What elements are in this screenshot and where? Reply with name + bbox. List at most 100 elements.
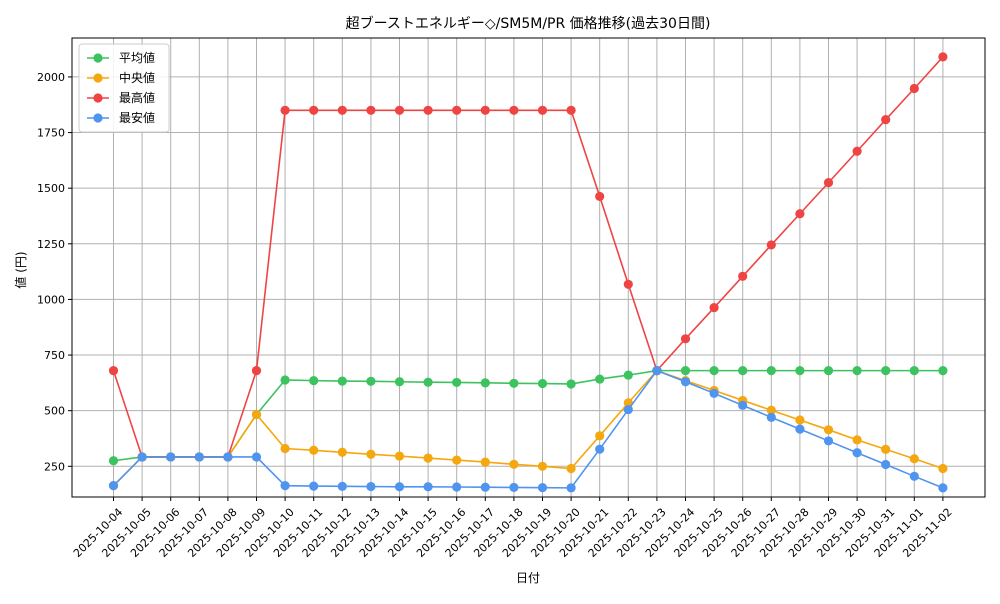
data-point [537,378,548,389]
legend-label: 中央値 [119,70,155,85]
plot-frame [71,37,986,498]
data-point [423,453,433,463]
data-point [394,451,405,461]
data-point [766,366,776,376]
series-line [112,369,944,489]
data-point [423,105,433,115]
data-point [280,105,290,115]
data-point [309,105,319,115]
data-point [938,483,948,493]
data-point [366,449,376,459]
data-point [423,377,433,387]
legend-label: 最高値 [119,90,155,105]
data-point [108,456,119,466]
data-point [738,271,748,281]
data-point [680,334,691,344]
data-point [309,445,319,455]
y-tick-label: 1000 [37,293,65,306]
legend-box [78,43,170,133]
y-axis-ticks: 250 500 750 1000 1250 1500 1750 2000 [37,71,72,473]
data-point [280,443,290,454]
data-point [795,415,805,425]
grid-lines [72,38,985,497]
data-point [595,444,605,454]
data-point [166,452,176,462]
data-point [881,459,891,470]
data-point [795,209,805,219]
data-point [909,83,919,94]
data-point [909,454,919,464]
x-axis-label: 日付 [516,571,540,585]
data-point [595,431,605,441]
data-point [709,366,719,376]
data-point [366,376,376,386]
y-tick-label: 500 [44,405,65,418]
data-point [938,463,948,474]
data-point [480,482,490,492]
data-point [509,459,519,469]
y-tick-label: 1250 [37,238,65,251]
data-point [452,105,462,115]
data-point [423,482,433,492]
series-line [112,369,944,487]
data-point [738,366,748,376]
data-point [309,376,319,386]
x-axis-ticks: 2025-10-042025-10-052025-10-062025-10-07… [71,497,955,560]
legend-label: 平均値 [119,50,155,65]
data-point [623,279,633,289]
y-tick-label: 1500 [37,182,65,195]
y-tick-label: 2000 [37,71,65,84]
legend-marker [93,53,103,63]
legend-marker [93,113,103,123]
data-point [595,374,605,384]
data-point [852,435,862,445]
data-point [509,105,519,115]
y-tick-label: 250 [44,460,65,473]
data-point [452,377,462,388]
chart-title: 超ブーストエネルギー◇/SM5M/PR 価格推移(過去30日間) [346,15,711,32]
data-point [566,483,576,493]
data-point [537,105,548,115]
data-point [852,448,862,458]
data-point [623,370,633,380]
data-point [680,366,691,376]
data-point [394,105,405,115]
data-point [709,303,719,313]
data-point [509,482,519,493]
legend-label: 最安値 [119,110,155,125]
data-point [881,115,891,125]
data-point [795,424,805,434]
data-point [337,481,347,491]
legend-marker [93,73,103,83]
data-point [337,447,347,457]
data-point [251,409,262,420]
data-point [280,481,290,491]
data-point [509,378,519,388]
data-point [194,452,204,462]
series-group [108,52,948,493]
data-point [337,105,347,115]
data-point [251,452,262,462]
data-point [566,463,576,474]
data-point [280,375,290,385]
data-point [223,452,233,462]
data-point [795,366,805,376]
data-point [709,388,719,398]
data-point [823,425,834,435]
data-point [366,105,376,115]
series-line [112,56,944,458]
data-point [909,366,919,376]
data-point [337,376,347,386]
data-point [852,366,862,376]
data-point [452,455,462,465]
data-point [881,444,891,454]
data-point [595,191,605,202]
data-point [394,377,405,387]
data-point [480,105,490,115]
data-point [566,105,576,115]
data-point [108,366,119,376]
data-point [938,52,948,62]
data-point [452,482,462,492]
